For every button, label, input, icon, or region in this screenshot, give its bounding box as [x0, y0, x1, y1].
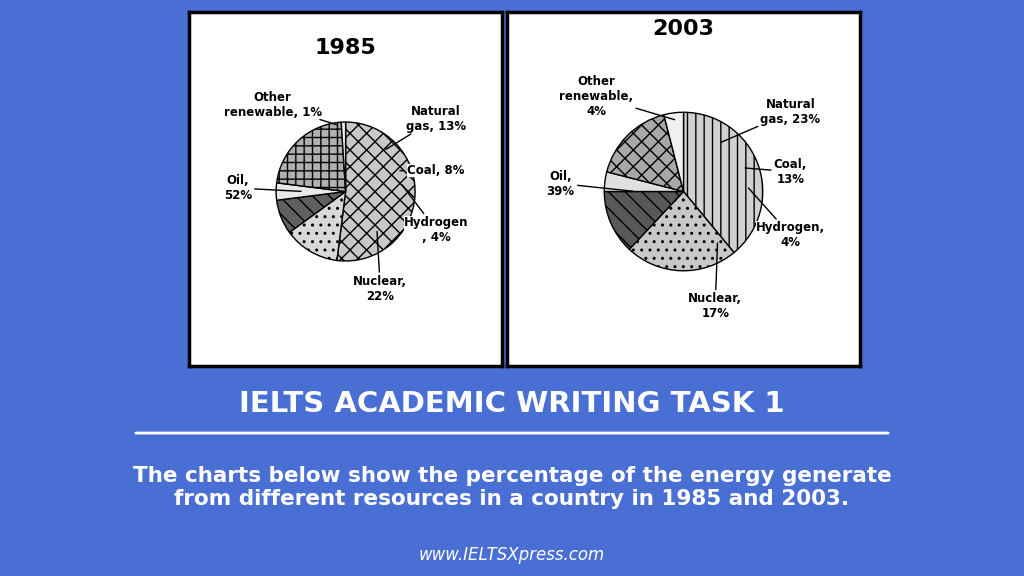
- Wedge shape: [607, 115, 684, 192]
- Wedge shape: [276, 183, 346, 200]
- Wedge shape: [604, 191, 684, 249]
- Text: Nuclear,
17%: Nuclear, 17%: [688, 243, 742, 320]
- Text: Nuclear,
22%: Nuclear, 22%: [353, 232, 408, 303]
- Text: Hydrogen
, 4%: Hydrogen , 4%: [402, 185, 468, 244]
- Wedge shape: [276, 122, 346, 192]
- Wedge shape: [683, 112, 763, 252]
- Wedge shape: [337, 122, 415, 261]
- Text: The charts below show the percentage of the energy generate
from different resou: The charts below show the percentage of …: [133, 466, 891, 509]
- Text: IELTS ACADEMIC WRITING TASK 1: IELTS ACADEMIC WRITING TASK 1: [240, 389, 784, 418]
- Title: 2003: 2003: [652, 20, 715, 39]
- Text: Hydrogen,
4%: Hydrogen, 4%: [749, 188, 825, 249]
- Title: 1985: 1985: [314, 38, 377, 58]
- Text: www.IELTSXpress.com: www.IELTSXpress.com: [419, 546, 605, 564]
- Text: Oil,
39%: Oil, 39%: [547, 169, 633, 198]
- Text: Coal,
13%: Coal, 13%: [745, 158, 807, 185]
- Wedge shape: [664, 112, 684, 192]
- Text: Natural
gas, 23%: Natural gas, 23%: [721, 98, 820, 142]
- Wedge shape: [630, 192, 734, 271]
- Text: Other
renewable, 1%: Other renewable, 1%: [223, 90, 337, 125]
- Wedge shape: [276, 192, 346, 232]
- Text: Other
renewable,
4%: Other renewable, 4%: [559, 75, 675, 120]
- Wedge shape: [604, 172, 684, 192]
- Text: Coal, 8%: Coal, 8%: [400, 164, 465, 177]
- Wedge shape: [290, 192, 346, 260]
- Text: Natural
gas, 13%: Natural gas, 13%: [386, 105, 466, 149]
- Text: Oil,
52%: Oil, 52%: [224, 174, 301, 202]
- Wedge shape: [341, 122, 346, 192]
